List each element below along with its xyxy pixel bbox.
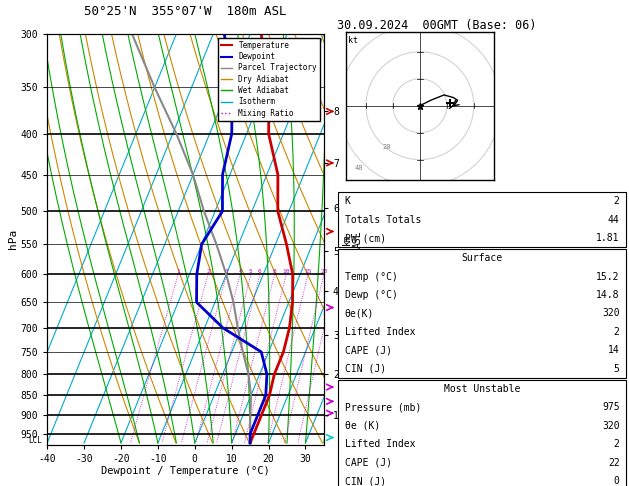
Text: PW (cm): PW (cm) [345, 233, 386, 243]
Text: Lifted Index: Lifted Index [345, 327, 415, 337]
Text: 5: 5 [614, 364, 620, 374]
Text: 1.81: 1.81 [596, 233, 620, 243]
Text: 2: 2 [614, 439, 620, 449]
Text: 975: 975 [602, 402, 620, 412]
Text: Most Unstable: Most Unstable [444, 384, 520, 394]
Text: CIN (J): CIN (J) [345, 476, 386, 486]
Text: 2: 2 [614, 196, 620, 206]
Text: 14: 14 [608, 346, 620, 355]
X-axis label: Dewpoint / Temperature (°C): Dewpoint / Temperature (°C) [101, 467, 270, 476]
Text: Surface: Surface [462, 253, 503, 263]
Text: 1: 1 [176, 269, 180, 275]
Text: 40: 40 [355, 165, 364, 172]
Text: CAPE (J): CAPE (J) [345, 458, 392, 468]
Text: CIN (J): CIN (J) [345, 364, 386, 374]
Text: Dewp (°C): Dewp (°C) [345, 290, 398, 300]
Text: 15: 15 [304, 269, 311, 275]
Text: 15.2: 15.2 [596, 272, 620, 281]
Legend: Temperature, Dewpoint, Parcel Trajectory, Dry Adiabat, Wet Adiabat, Isotherm, Mi: Temperature, Dewpoint, Parcel Trajectory… [218, 38, 320, 121]
Text: kt: kt [348, 35, 359, 45]
Y-axis label: hPa: hPa [8, 229, 18, 249]
Text: 8: 8 [272, 269, 276, 275]
Text: Lifted Index: Lifted Index [345, 439, 415, 449]
Text: 14.8: 14.8 [596, 290, 620, 300]
Text: 4: 4 [238, 269, 242, 275]
Text: Pressure (mb): Pressure (mb) [345, 402, 421, 412]
Text: 22: 22 [608, 458, 620, 468]
Text: Temp (°C): Temp (°C) [345, 272, 398, 281]
Text: 3: 3 [225, 269, 228, 275]
Text: LCL: LCL [28, 435, 42, 445]
Text: 2: 2 [206, 269, 210, 275]
Text: 20: 20 [382, 144, 391, 150]
Text: 50°25'N  355°07'W  180m ASL: 50°25'N 355°07'W 180m ASL [84, 4, 287, 17]
Text: 2: 2 [614, 327, 620, 337]
Text: 20: 20 [320, 269, 328, 275]
Text: 6: 6 [258, 269, 262, 275]
Text: 30.09.2024  00GMT (Base: 06): 30.09.2024 00GMT (Base: 06) [337, 19, 536, 33]
Y-axis label: km
ASL: km ASL [342, 230, 363, 248]
Text: 44: 44 [608, 215, 620, 225]
Text: θe(K): θe(K) [345, 309, 374, 318]
Text: Totals Totals: Totals Totals [345, 215, 421, 225]
Text: θe (K): θe (K) [345, 421, 380, 431]
Text: 320: 320 [602, 421, 620, 431]
Text: 320: 320 [602, 309, 620, 318]
Text: CAPE (J): CAPE (J) [345, 346, 392, 355]
Text: 0: 0 [614, 476, 620, 486]
Text: 5: 5 [249, 269, 253, 275]
Text: K: K [345, 196, 350, 206]
Text: 10: 10 [282, 269, 290, 275]
